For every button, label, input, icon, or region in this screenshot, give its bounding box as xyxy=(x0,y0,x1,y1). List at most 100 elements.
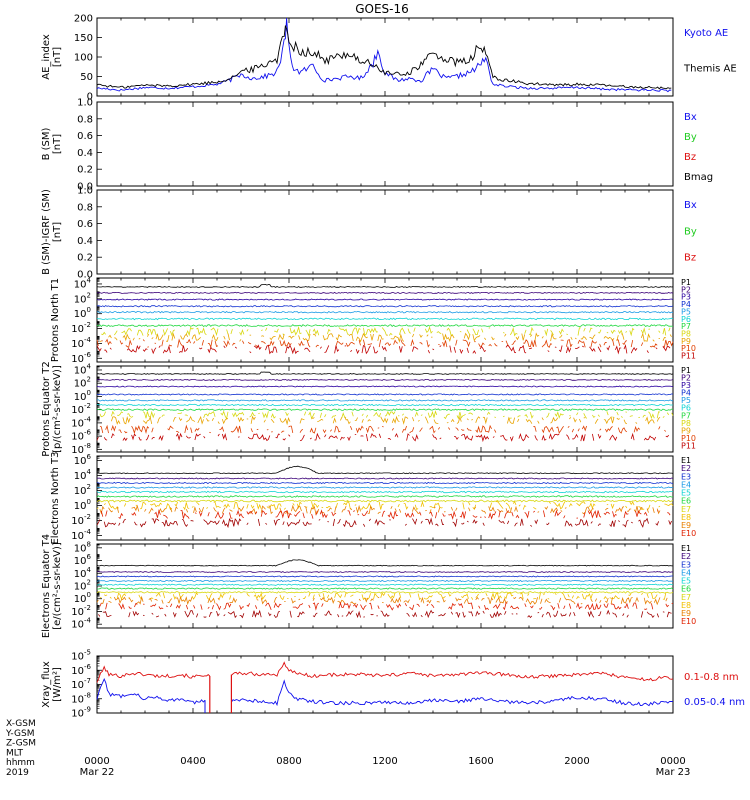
panel-4-channel-10 xyxy=(599,343,602,348)
panel-5-channel-9 xyxy=(332,417,337,424)
panel-5-channel-11 xyxy=(203,436,206,439)
panel-4-channel-11 xyxy=(432,348,435,351)
panel-5-channel-8 xyxy=(554,411,564,419)
panel-7-channel-11 xyxy=(312,612,318,618)
panel-6-channel-10 xyxy=(429,511,433,517)
panel-4-channel-10 xyxy=(306,340,311,348)
x-date-start: Mar 22 xyxy=(80,767,115,778)
panel-1-frame xyxy=(96,17,674,97)
panel-5-channel-11 xyxy=(394,432,399,438)
panel-4-channel-8 xyxy=(558,328,564,335)
panel-6-channel-10 xyxy=(131,511,137,516)
panel-4-channel-9 xyxy=(155,333,164,341)
panel-8-ytick-label: 10-8 xyxy=(71,691,91,705)
panel-7-channel-11 xyxy=(489,610,502,618)
panel-7-channel-8 xyxy=(520,592,524,599)
x-tick-label: 0000 xyxy=(660,756,685,767)
panel-6-channel-10 xyxy=(554,509,561,517)
panel-6-channel-9 xyxy=(237,506,245,512)
panel-5-channel-11 xyxy=(492,436,495,438)
panel-4-channel-5 xyxy=(97,310,674,314)
panel-4-channel-8 xyxy=(662,328,667,336)
panel-7-ytick-label: 100 xyxy=(74,591,91,605)
panel-7-channel-11 xyxy=(164,613,167,617)
panel-4-channel-10 xyxy=(511,340,517,346)
panel-4-channel-8 xyxy=(260,329,263,332)
panel-5-channel-10 xyxy=(194,427,200,432)
panel-6-channel-9 xyxy=(544,506,549,510)
panel-6-channel-8 xyxy=(266,503,282,510)
panel-6-channel-10 xyxy=(524,511,530,519)
x-row-label: X-GSM xyxy=(6,719,36,729)
panel-7-channel-9 xyxy=(229,597,238,603)
panel-4-channel-10 xyxy=(400,339,406,347)
panel-6-channel-11 xyxy=(466,520,469,523)
panel-7-channel-9 xyxy=(455,597,462,602)
panel-4-channel-8 xyxy=(625,331,628,333)
panel-7-frame xyxy=(96,543,674,629)
panel-6-channel-11 xyxy=(638,517,649,528)
panel-5-channel-9 xyxy=(603,416,615,425)
panel-7-channel-11 xyxy=(132,610,140,617)
panel-4-channel-10 xyxy=(279,339,292,347)
panel-6-channel-5 xyxy=(96,490,673,494)
panel-7-channel-10 xyxy=(369,602,373,610)
panel-6-channel-11 xyxy=(221,518,242,529)
panel-6-channel-8 xyxy=(512,500,517,506)
panel-7-channel-11 xyxy=(666,611,672,618)
panel-4-channel-11 xyxy=(253,344,262,351)
panel-4-channel-8 xyxy=(502,332,505,334)
panel-4-channel-10 xyxy=(125,339,132,349)
panel-5-channel-11 xyxy=(324,434,327,438)
panel-5-ytick-label: 10-2 xyxy=(71,402,91,416)
panel-7-channel-10 xyxy=(360,604,367,611)
panel-7-channel-10 xyxy=(651,603,654,610)
panel-2-ytick-label: 0.2 xyxy=(77,165,93,176)
panel-6-channel-8 xyxy=(354,504,357,506)
panel-6-channel-9 xyxy=(450,506,454,511)
panel-5-channel-9 xyxy=(263,419,266,423)
panel-5-channel-11 xyxy=(566,434,570,440)
panel-6-channel-10 xyxy=(275,510,292,519)
panel-4-channel-10 xyxy=(242,340,245,344)
panel-7-channel-8 xyxy=(475,593,479,598)
panel-4-channel-11 xyxy=(265,344,278,355)
panel-7-channel-11 xyxy=(380,610,390,618)
panel-4-legend-4: P4 xyxy=(681,300,691,309)
panel-5-channel-8 xyxy=(616,411,619,416)
panel-5-channel-10 xyxy=(176,430,180,434)
panel-7-channel-8 xyxy=(387,592,396,600)
panel-6-legend-3: E3 xyxy=(681,472,691,481)
panel-4-channel-10 xyxy=(603,341,607,346)
panel-5-channel-10 xyxy=(658,426,661,430)
panel-4-channel-9 xyxy=(122,333,131,342)
x-tick-label: 1600 xyxy=(468,756,493,767)
panel-7-channel-11 xyxy=(223,614,226,617)
panel-2-legend-2: By xyxy=(684,132,697,143)
x-tick-label: 0800 xyxy=(276,756,301,767)
panel-5-channel-9 xyxy=(466,418,469,421)
panel-6-channel-9 xyxy=(99,505,105,515)
panel-5-channel-8 xyxy=(620,416,623,418)
panel-7-channel-1 xyxy=(96,559,674,567)
panel-7-channel-10 xyxy=(563,605,566,610)
panel-5-channel-10 xyxy=(124,430,128,434)
panel-8-series-2 xyxy=(96,677,206,705)
panel-7-channel-11 xyxy=(337,614,340,618)
panel-4-ytick-label: 100 xyxy=(74,306,91,320)
panel-4-channel-9 xyxy=(559,334,563,338)
panel-7-legend-6: E6 xyxy=(681,585,691,594)
panel-7-channel-11 xyxy=(450,611,454,615)
panel-5-channel-10 xyxy=(299,429,304,433)
panel-7-channel-9 xyxy=(481,598,485,601)
panel-5-channel-8 xyxy=(656,411,661,419)
panel-5-channel-8 xyxy=(161,414,165,417)
panel-5-channel-8 xyxy=(99,411,106,418)
panel-7-channel-9 xyxy=(167,598,173,604)
panel-6-channel-8 xyxy=(124,503,127,507)
panel-2-ytick-label: 1.0 xyxy=(77,98,93,109)
panel-6-channel-9 xyxy=(429,509,432,515)
x-tick-label: 1200 xyxy=(372,756,397,767)
panel-7-ytick-label: 108 xyxy=(74,540,91,554)
panel-8-series-3 xyxy=(231,679,674,707)
